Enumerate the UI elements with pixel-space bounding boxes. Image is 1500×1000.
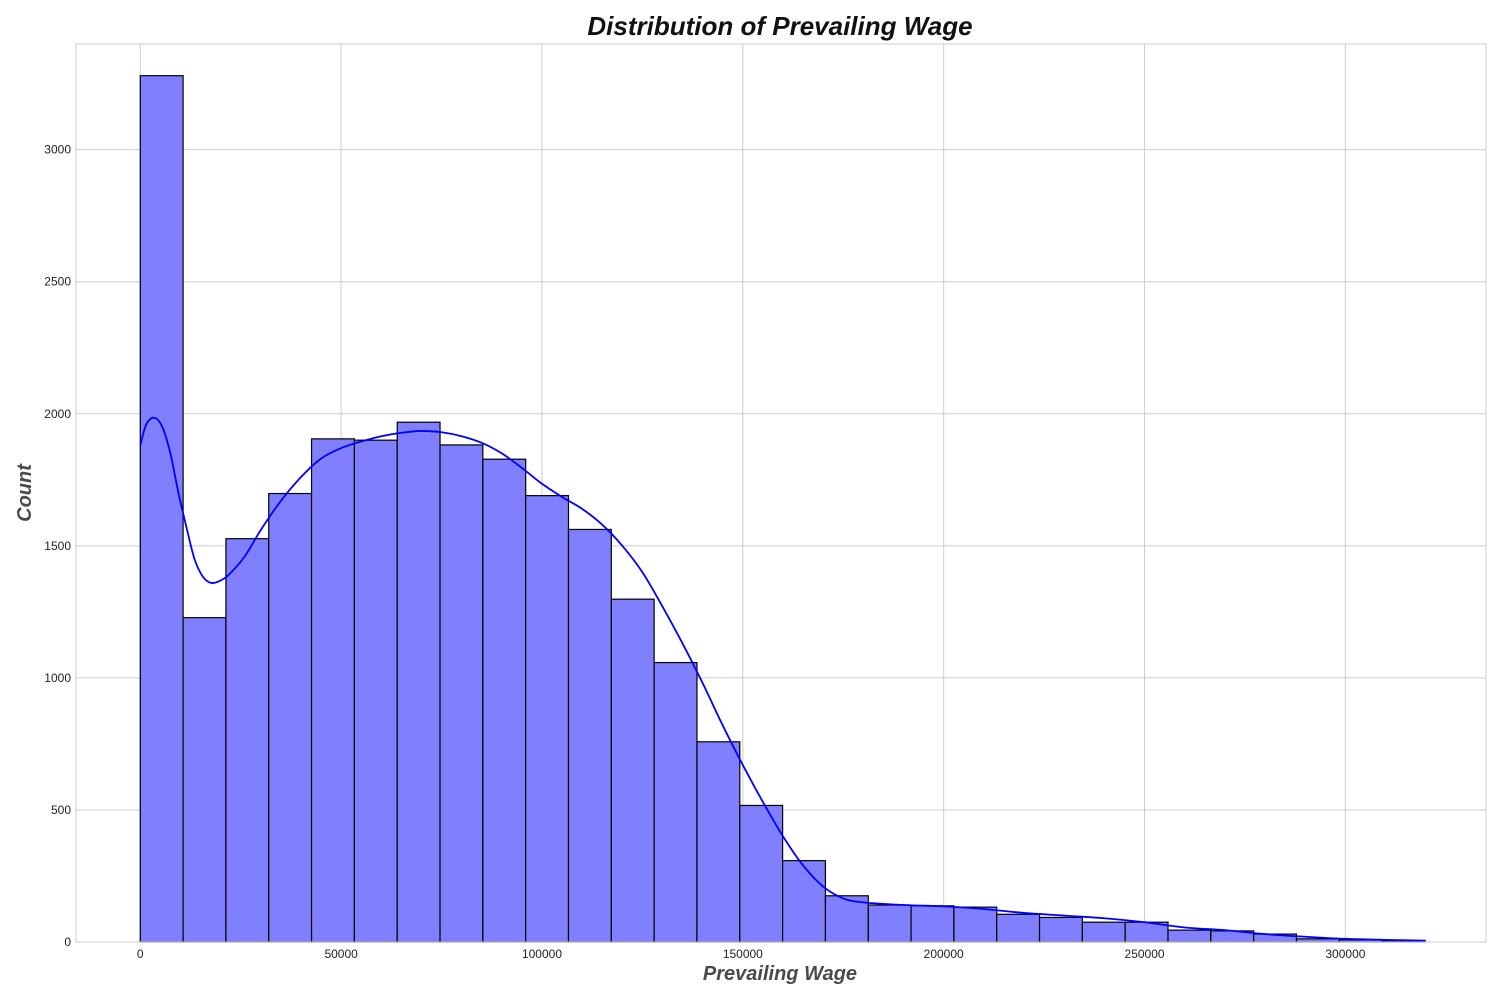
histogram-bar	[867, 904, 912, 943]
y-tick-label: 1000	[44, 671, 71, 685]
histogram-bar	[268, 492, 313, 943]
histogram-bar	[910, 905, 955, 943]
y-tick-label: 3000	[44, 143, 71, 157]
x-axis-ticks: 0 50000 100000 150000 200000 250000 300000	[137, 947, 1366, 961]
y-tick-label: 2000	[44, 407, 71, 421]
kde-curve	[139, 416, 1426, 942]
histogram-bar	[396, 421, 441, 943]
kde-curve-group	[139, 416, 1426, 942]
histogram-bar	[567, 528, 612, 943]
histogram-bar	[696, 741, 741, 943]
histogram-bar	[439, 444, 484, 943]
histogram-bar	[610, 598, 655, 943]
histogram-bar	[653, 661, 698, 943]
histogram-bar	[1167, 929, 1212, 943]
plot-area-frame	[75, 43, 1487, 943]
x-tick-label: 50000	[324, 947, 358, 961]
histogram-bar	[1038, 916, 1083, 943]
x-tick-label: 150000	[723, 947, 763, 961]
histogram-bar	[782, 860, 827, 943]
y-axis-label: Count	[14, 463, 36, 522]
histogram-bar	[353, 439, 398, 943]
chart-title: Distribution of Prevailing Wage	[587, 11, 972, 41]
histogram-bar	[996, 913, 1041, 943]
x-tick-label: 200000	[924, 947, 964, 961]
y-tick-label: 1500	[44, 539, 71, 553]
histogram-bar	[525, 495, 570, 943]
x-axis-label: Prevailing Wage	[703, 963, 857, 985]
x-tick-label: 100000	[522, 947, 562, 961]
y-tick-label: 500	[51, 803, 71, 817]
y-axis-ticks: 0 500 1000 1500 2000 2500 3000	[44, 143, 71, 949]
x-tick-label: 0	[137, 947, 144, 961]
histogram-bar	[310, 438, 355, 943]
histogram-bar	[953, 906, 998, 943]
y-tick-label: 0	[64, 935, 71, 949]
x-tick-label: 250000	[1125, 947, 1165, 961]
histogram-bar	[482, 458, 527, 943]
histogram-bar	[1081, 921, 1126, 943]
y-tick-label: 2500	[44, 275, 71, 289]
histogram-bar	[139, 75, 184, 943]
x-tick-label: 300000	[1325, 947, 1365, 961]
histogram-bar	[182, 617, 227, 943]
histogram-bar	[225, 538, 270, 943]
histogram-bars	[139, 75, 1426, 943]
